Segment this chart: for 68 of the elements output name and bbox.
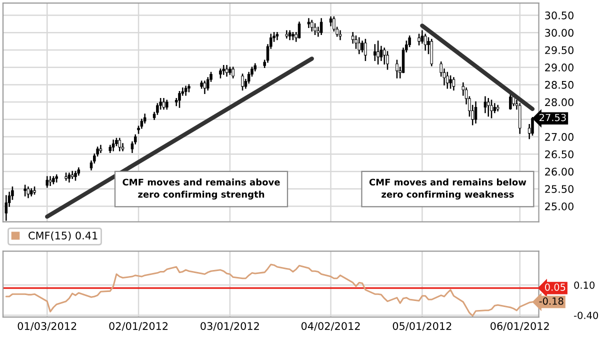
candlestick (364, 38, 367, 62)
y-tick-label: 27.00 (545, 133, 574, 141)
candlestick (490, 100, 493, 118)
legend-label: CMF(15) 0.41 (28, 231, 98, 241)
candlestick (232, 66, 234, 78)
y-tick-label: -0.40 (574, 312, 598, 320)
y-tick-label: 29.00 (545, 64, 574, 72)
candlestick (241, 74, 244, 91)
candlestick (446, 72, 449, 89)
candlestick (26, 186, 30, 198)
candlestick (360, 40, 364, 52)
candlestick (225, 64, 228, 77)
candlestick (418, 34, 420, 46)
candlestick (452, 77, 456, 91)
ref-line-label: 0.05 (544, 284, 566, 291)
y-tick-label: 26.50 (545, 150, 574, 158)
candlestick (99, 144, 102, 154)
candlestick (496, 104, 500, 112)
candlestick (376, 40, 380, 64)
candlestick (320, 18, 323, 35)
x-tick-label: 03/01/2012 (200, 322, 259, 331)
candlestick (310, 20, 314, 32)
y-tick-label: 26.00 (545, 168, 574, 176)
candlestick (484, 96, 487, 114)
y-tick-label: 30.50 (545, 11, 574, 20)
candlestick (518, 103, 522, 134)
candlestick (509, 92, 512, 110)
x-tick-label: 02/01/2012 (109, 322, 168, 331)
candlestick (70, 170, 74, 180)
candlestick (203, 80, 206, 94)
candlestick (386, 51, 389, 70)
candlestick (118, 138, 122, 152)
y-tick-label: 25.00 (545, 202, 574, 210)
candlestick (222, 64, 226, 75)
x-tick-label: 01/03/2012 (18, 322, 76, 331)
candlestick (338, 30, 342, 40)
y-tick-label: 25.50 (545, 185, 574, 193)
y-tick-label: 28.50 (545, 80, 574, 89)
candlestick (276, 32, 279, 40)
x-tick-label: 06/01/2012 (490, 322, 549, 331)
annotation: CMF moves and remains above zero confirming strength (122, 178, 280, 200)
candlestick (374, 44, 376, 62)
candlestick (307, 18, 310, 28)
x-tick-label: 05/01/2012 (392, 322, 452, 331)
candlestick (24, 184, 26, 196)
candlestick (285, 30, 288, 38)
candlestick (396, 60, 398, 78)
candlestick (4, 195, 8, 221)
candlestick (474, 101, 478, 124)
candlestick (162, 98, 166, 110)
x-tick-label: 04/02/2012 (301, 322, 360, 331)
annotation: -0.18 (539, 297, 564, 305)
candlestick (430, 38, 434, 66)
candlestick (449, 75, 452, 89)
candlestick (178, 91, 181, 108)
y-tick-label: 30.00 (545, 28, 574, 37)
candlestick (112, 140, 115, 152)
candlestick (424, 34, 427, 51)
candlestick (314, 23, 316, 35)
annotation: CMF moves and remains below zero confirming weakness (369, 178, 526, 200)
annotation: 27.53 (540, 114, 566, 122)
candlestick (46, 176, 49, 188)
y-tick-label: 29.50 (545, 46, 574, 54)
candlestick (298, 22, 301, 38)
y-tick-label: 0.10 (574, 281, 595, 289)
y-tick-label: 28.00 (545, 98, 574, 106)
candlestick (486, 98, 490, 117)
candlestick (358, 37, 361, 54)
